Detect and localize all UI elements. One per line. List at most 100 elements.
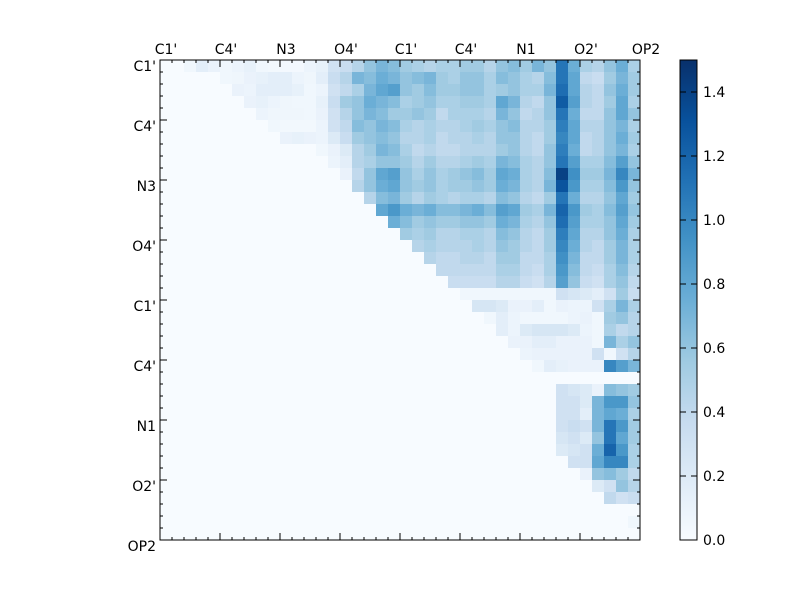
- heatmap-cell: [220, 300, 233, 313]
- heatmap-cell: [352, 456, 365, 469]
- heatmap-cell: [592, 312, 605, 325]
- heatmap-cell: [424, 492, 437, 505]
- heatmap-cell: [388, 396, 401, 409]
- heatmap-cell: [388, 156, 401, 169]
- heatmap-cell: [568, 504, 581, 517]
- heatmap-cell: [160, 396, 173, 409]
- heatmap-cell: [232, 504, 245, 517]
- heatmap-cell: [328, 276, 341, 289]
- heatmap-cell: [160, 216, 173, 229]
- heatmap-cell: [520, 456, 533, 469]
- heatmap-cell: [592, 516, 605, 529]
- heatmap-cell: [628, 264, 641, 277]
- heatmap-cell: [232, 336, 245, 349]
- heatmap-cell: [508, 396, 521, 409]
- heatmap-cell: [592, 528, 605, 541]
- heatmap-cell: [292, 312, 305, 325]
- heatmap-cell: [352, 84, 365, 97]
- heatmap-cell: [388, 516, 401, 529]
- heatmap-cell: [160, 324, 173, 337]
- heatmap-cell: [436, 120, 449, 133]
- y-tick-label: C1': [133, 59, 156, 75]
- heatmap-cell: [388, 288, 401, 301]
- heatmap-cell: [304, 300, 317, 313]
- heatmap-cell: [172, 144, 185, 157]
- heatmap-cell: [496, 84, 509, 97]
- heatmap-cell: [580, 348, 593, 361]
- heatmap-cell: [340, 252, 353, 265]
- heatmap-cell: [280, 60, 293, 73]
- heatmap-cell: [520, 180, 533, 193]
- heatmap-cell: [556, 120, 569, 133]
- heatmap-cell: [304, 492, 317, 505]
- heatmap-cell: [496, 444, 509, 457]
- heatmap-cell: [436, 168, 449, 181]
- heatmap-cell: [616, 300, 629, 313]
- heatmap-cell: [436, 360, 449, 373]
- heatmap-cell: [256, 480, 269, 493]
- heatmap-cell: [232, 432, 245, 445]
- heatmap-cell: [616, 324, 629, 337]
- heatmap-cell: [556, 240, 569, 253]
- heatmap-cell: [616, 288, 629, 301]
- heatmap-cell: [556, 204, 569, 217]
- heatmap-cell: [292, 96, 305, 109]
- heatmap-cell: [244, 432, 257, 445]
- heatmap-cell: [304, 228, 317, 241]
- heatmap-cell: [544, 204, 557, 217]
- heatmap-cell: [352, 240, 365, 253]
- heatmap-cell: [628, 96, 641, 109]
- heatmap-cell: [172, 228, 185, 241]
- heatmap-cell: [448, 444, 461, 457]
- heatmap-cell: [208, 276, 221, 289]
- heatmap-cell: [448, 300, 461, 313]
- heatmap-cell: [592, 252, 605, 265]
- heatmap-cell: [364, 180, 377, 193]
- heatmap-cell: [448, 492, 461, 505]
- heatmap-cell: [304, 192, 317, 205]
- heatmap-cell: [184, 456, 197, 469]
- heatmap-cell: [400, 72, 413, 85]
- heatmap-cell: [232, 276, 245, 289]
- heatmap-cell: [520, 72, 533, 85]
- heatmap-cell: [376, 252, 389, 265]
- heatmap-cell: [244, 396, 257, 409]
- heatmap-cell: [352, 252, 365, 265]
- heatmap-cell: [232, 528, 245, 541]
- heatmap-cell: [388, 384, 401, 397]
- heatmap-cell: [496, 108, 509, 121]
- heatmap-cell: [280, 324, 293, 337]
- heatmap-cell: [220, 84, 233, 97]
- heatmap-cell: [268, 444, 281, 457]
- heatmap-cell: [160, 240, 173, 253]
- heatmap-cell: [268, 204, 281, 217]
- heatmap-cell: [160, 300, 173, 313]
- heatmap-cell: [436, 300, 449, 313]
- heatmap-cell: [304, 432, 317, 445]
- heatmap-cell: [196, 288, 209, 301]
- heatmap-cell: [340, 288, 353, 301]
- heatmap-cell: [472, 192, 485, 205]
- heatmap-cell: [460, 264, 473, 277]
- heatmap-cell: [616, 72, 629, 85]
- heatmap-cell: [616, 60, 629, 73]
- heatmap-cell: [208, 72, 221, 85]
- colorbar-tick-label: 0.8: [703, 277, 725, 293]
- heatmap-cell: [532, 252, 545, 265]
- heatmap-cell: [316, 156, 329, 169]
- heatmap-cell: [220, 504, 233, 517]
- y-tick-label: C1': [133, 299, 156, 315]
- heatmap-cell: [604, 240, 617, 253]
- heatmap-cell: [172, 504, 185, 517]
- heatmap-cell: [424, 444, 437, 457]
- heatmap-cell: [184, 132, 197, 145]
- heatmap-cell: [208, 324, 221, 337]
- heatmap-cell: [160, 444, 173, 457]
- heatmap-cell: [292, 276, 305, 289]
- heatmap-cell: [208, 204, 221, 217]
- heatmap-cell: [220, 96, 233, 109]
- heatmap-cell: [484, 264, 497, 277]
- heatmap-cell: [304, 108, 317, 121]
- heatmap-cell: [184, 168, 197, 181]
- x-tick-label: N3: [276, 42, 295, 58]
